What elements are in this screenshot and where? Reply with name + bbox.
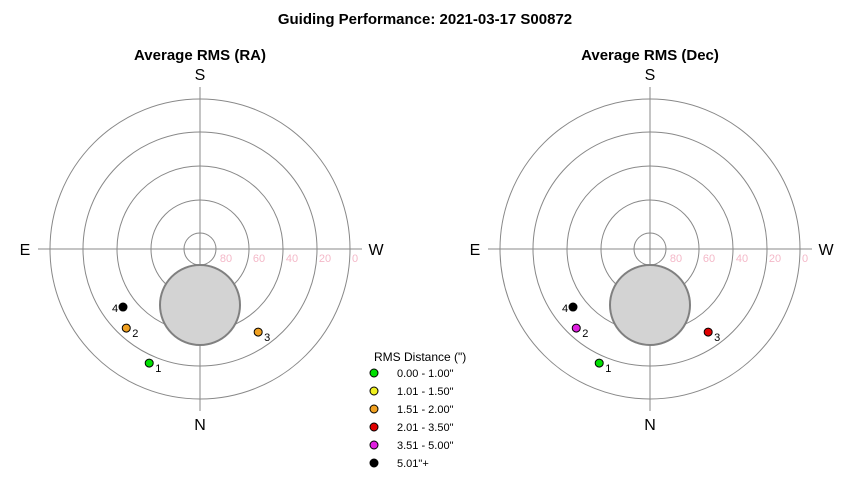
obstruction-disk [609,264,691,346]
point-label: 1 [155,363,161,375]
plot-title: Average RMS (RA) [134,47,266,64]
direction-label-right: W [818,242,834,259]
legend-item-label: 1.51 - 2.00" [397,404,454,416]
legend-item-label: 1.01 - 1.50" [397,386,454,398]
point-label: 4 [562,303,568,315]
data-point [253,327,263,337]
legend-item-label: 5.01"+ [397,458,429,470]
altitude-tick-label: 80 [220,253,232,265]
data-point [594,358,604,368]
polar-plot-dec: Average RMS (Dec) S N E W 80 60 40 20 0 1 2 3 4 [470,47,835,434]
data-point [571,323,581,333]
direction-label-left: E [470,242,481,259]
data-point [118,302,128,312]
data-point [568,302,578,312]
point-label: 3 [714,332,720,344]
data-point [703,327,713,337]
legend-swatch [369,440,379,450]
altitude-tick-label: 40 [736,253,748,265]
legend-swatch [369,422,379,432]
legend: RMS Distance (") 0.00 - 1.00" 1.01 - 1.50"… [369,350,466,470]
direction-label-right: W [368,242,384,259]
legend-swatch [369,386,379,396]
altitude-tick-label: 0 [352,253,358,265]
altitude-tick-label: 20 [769,253,781,265]
altitude-tick-label: 0 [802,253,808,265]
point-label: 1 [605,363,611,375]
direction-label-bottom: N [194,417,206,434]
figure-title: Guiding Performance: 2021-03-17 S00872 [278,11,572,28]
altitude-tick-label: 80 [670,253,682,265]
obstruction-disk [159,264,241,346]
legend-item-label: 2.01 - 3.50" [397,422,454,434]
data-point [121,323,131,333]
point-label: 3 [264,332,270,344]
altitude-tick-label: 20 [319,253,331,265]
point-label: 2 [132,328,138,340]
legend-item-label: 3.51 - 5.00" [397,440,454,452]
direction-label-left: E [20,242,31,259]
altitude-tick-label: 40 [286,253,298,265]
legend-title: RMS Distance (") [374,350,466,364]
data-point [144,358,154,368]
legend-swatch [369,368,379,378]
legend-swatch [369,404,379,414]
legend-swatch [369,458,379,468]
point-label: 2 [582,328,588,340]
direction-label-bottom: N [644,417,656,434]
direction-label-top: S [195,67,206,84]
point-label: 4 [112,303,118,315]
altitude-tick-label: 60 [703,253,715,265]
polar-plot-ra: Average RMS (RA) S N E W 80 60 40 20 0 1 2 3 4 [20,47,385,434]
altitude-tick-label: 60 [253,253,265,265]
legend-item-label: 0.00 - 1.00" [397,368,454,380]
direction-label-top: S [645,67,656,84]
plot-title: Average RMS (Dec) [581,47,719,64]
